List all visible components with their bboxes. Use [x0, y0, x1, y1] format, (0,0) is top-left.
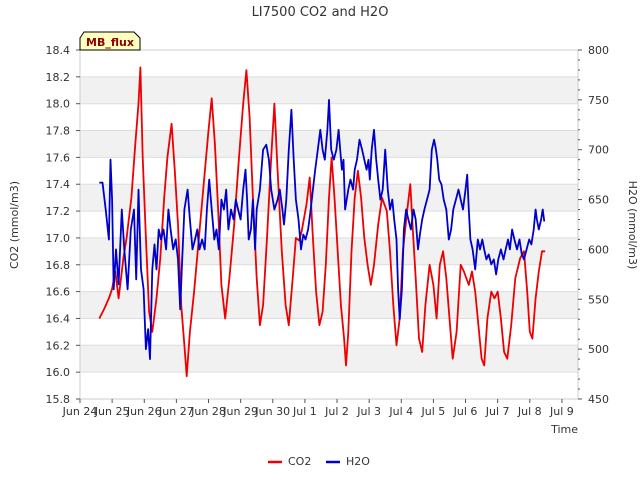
x-tick-label: Jul 7 — [485, 405, 510, 418]
x-tick-label: Jul 2 — [324, 405, 349, 418]
y-left-tick-label: 18.0 — [46, 98, 71, 111]
y-right-tick-label: 600 — [588, 243, 609, 256]
y-right-tick-label: 650 — [588, 194, 609, 207]
series-layer — [98, 66, 546, 378]
badge-box — [79, 31, 141, 51]
y-left-tick-label: 16.8 — [46, 259, 71, 272]
y-left-tick-label: 15.8 — [46, 393, 71, 406]
x-tick-label: Jul 8 — [517, 405, 542, 418]
x-tick-label: Jul 1 — [292, 405, 317, 418]
badge-label: MB_flux — [86, 36, 134, 49]
y-left-tick-label: 16.4 — [46, 312, 71, 325]
legend: CO2 H2O — [268, 455, 370, 468]
x-tick-label: Jul 4 — [388, 405, 413, 418]
x-tick-label: Jun 24 — [62, 405, 98, 418]
y-left-tick-label: 18.2 — [46, 71, 71, 84]
x-tick-label: Jun 26 — [126, 405, 162, 418]
badge: MB_flux — [79, 31, 141, 51]
y-right-tick-label: 750 — [588, 94, 609, 107]
y-left-tick-label: 18.4 — [46, 44, 71, 57]
y-left-tick-label: 17.6 — [46, 151, 71, 164]
chart-title: LI7500 CO2 and H2O — [252, 5, 389, 20]
series-line-co2 — [98, 66, 546, 378]
y-left-tick-label: 16.6 — [46, 286, 71, 299]
x-tick-label: Jun 25 — [94, 405, 130, 418]
y-left-tick-label: 17.0 — [46, 232, 71, 245]
background-band — [80, 130, 578, 158]
x-tick-label: Jun 30 — [254, 405, 290, 418]
y-axis-left: 15.8 16.0 16.2 16.4 16.6 16.8 17.0 17.2 17.4 17.6… — [46, 44, 80, 406]
x-tick-label: Jul 9 — [549, 405, 574, 418]
y-axis-right: 450 500 550 600 650 700 750 800 — [578, 44, 609, 406]
y-right-tick-label: 800 — [588, 44, 609, 57]
y-left-tick-label: 17.8 — [46, 125, 71, 138]
y-right-tick-label: 450 — [588, 393, 609, 406]
y-right-tick-label: 550 — [588, 293, 609, 306]
background-band — [80, 345, 578, 373]
y-right-tick-label: 500 — [588, 343, 609, 356]
x-axis-label: Time — [550, 423, 578, 436]
y-left-tick-label: 16.2 — [46, 339, 71, 352]
x-tick-label: Jun 28 — [190, 405, 226, 418]
x-tick-label: Jun 27 — [158, 405, 194, 418]
y-right-tick-label: 700 — [588, 144, 609, 157]
series-line-h2o — [99, 99, 546, 360]
y-left-tick-label: 16.0 — [46, 366, 71, 379]
background-band — [80, 237, 578, 265]
y-left-tick-label: 17.2 — [46, 205, 71, 218]
x-tick-label: Jun 29 — [222, 405, 258, 418]
plot-border — [79, 49, 579, 400]
x-tick-label: Jul 6 — [453, 405, 478, 418]
x-tick-label: Jul 3 — [356, 405, 381, 418]
legend-h2o-label: H2O — [346, 455, 370, 468]
y-left-tick-label: 17.4 — [46, 178, 71, 191]
x-tick-label: Jul 5 — [421, 405, 446, 418]
legend-co2-label: CO2 — [288, 455, 311, 468]
y-axis-left-label: CO2 (mmol/m3) — [8, 181, 21, 269]
background-bands — [80, 76, 578, 373]
y-axis-right-label: H2O (mmol/m3) — [626, 181, 639, 270]
